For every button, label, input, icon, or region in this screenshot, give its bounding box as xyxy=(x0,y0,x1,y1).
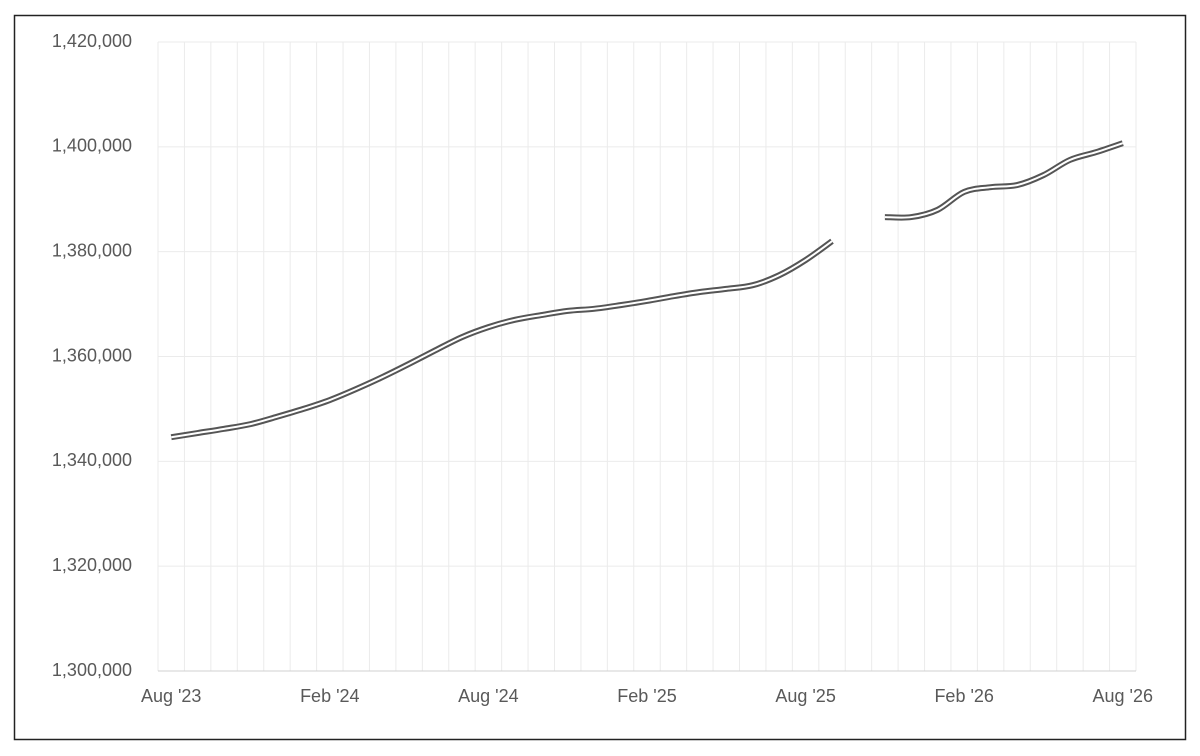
x-tick-label: Feb '24 xyxy=(300,686,359,706)
line-inner xyxy=(884,142,1124,219)
x-tick-label: Aug '24 xyxy=(458,686,519,706)
y-tick-label: 1,300,000 xyxy=(52,660,132,680)
x-tick-label: Aug '23 xyxy=(141,686,202,706)
y-tick-label: 1,380,000 xyxy=(52,240,132,260)
chart-frame xyxy=(13,14,1187,741)
y-tick-label: 1,420,000 xyxy=(52,31,132,51)
y-tick-label: 1,360,000 xyxy=(52,345,132,365)
x-tick-label: Feb '25 xyxy=(617,686,676,706)
x-tick-label: Aug '25 xyxy=(775,686,836,706)
y-tick-label: 1,340,000 xyxy=(52,450,132,470)
y-tick-label: 1,320,000 xyxy=(52,555,132,575)
x-tick-label: Aug '26 xyxy=(1093,686,1154,706)
x-tick-label: Feb '26 xyxy=(934,686,993,706)
y-tick-label: 1,400,000 xyxy=(52,136,132,156)
line-inner xyxy=(171,240,833,439)
